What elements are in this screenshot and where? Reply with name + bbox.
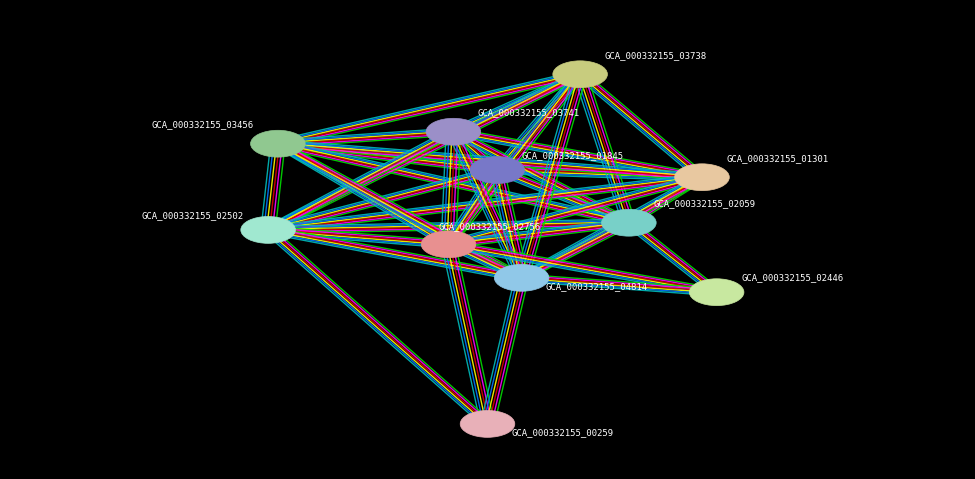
Text: GCA_000332155_02446: GCA_000332155_02446 [741, 274, 843, 283]
Text: GCA_000332155_02756: GCA_000332155_02756 [439, 222, 541, 231]
Text: GCA_000332155_03456: GCA_000332155_03456 [151, 120, 254, 129]
Text: GCA_000332155_01301: GCA_000332155_01301 [726, 154, 829, 163]
Text: GCA_000332155_02059: GCA_000332155_02059 [653, 199, 756, 208]
Circle shape [251, 130, 305, 157]
Circle shape [602, 209, 656, 236]
Circle shape [421, 231, 476, 258]
Circle shape [675, 164, 729, 191]
Text: GCA_000332155_03738: GCA_000332155_03738 [604, 51, 707, 60]
Text: GCA_000332155_02502: GCA_000332155_02502 [141, 211, 244, 220]
Circle shape [689, 279, 744, 306]
Text: GCA_000332155_03741: GCA_000332155_03741 [478, 108, 580, 117]
Circle shape [553, 61, 607, 88]
Circle shape [241, 217, 295, 243]
Circle shape [426, 118, 481, 145]
Text: GCA_000332155_00259: GCA_000332155_00259 [512, 428, 614, 437]
Text: GCA_000332155_04814: GCA_000332155_04814 [546, 282, 648, 291]
Circle shape [494, 264, 549, 291]
Circle shape [470, 157, 525, 183]
Text: GCA_000332155_01845: GCA_000332155_01845 [522, 151, 624, 160]
Circle shape [460, 411, 515, 437]
